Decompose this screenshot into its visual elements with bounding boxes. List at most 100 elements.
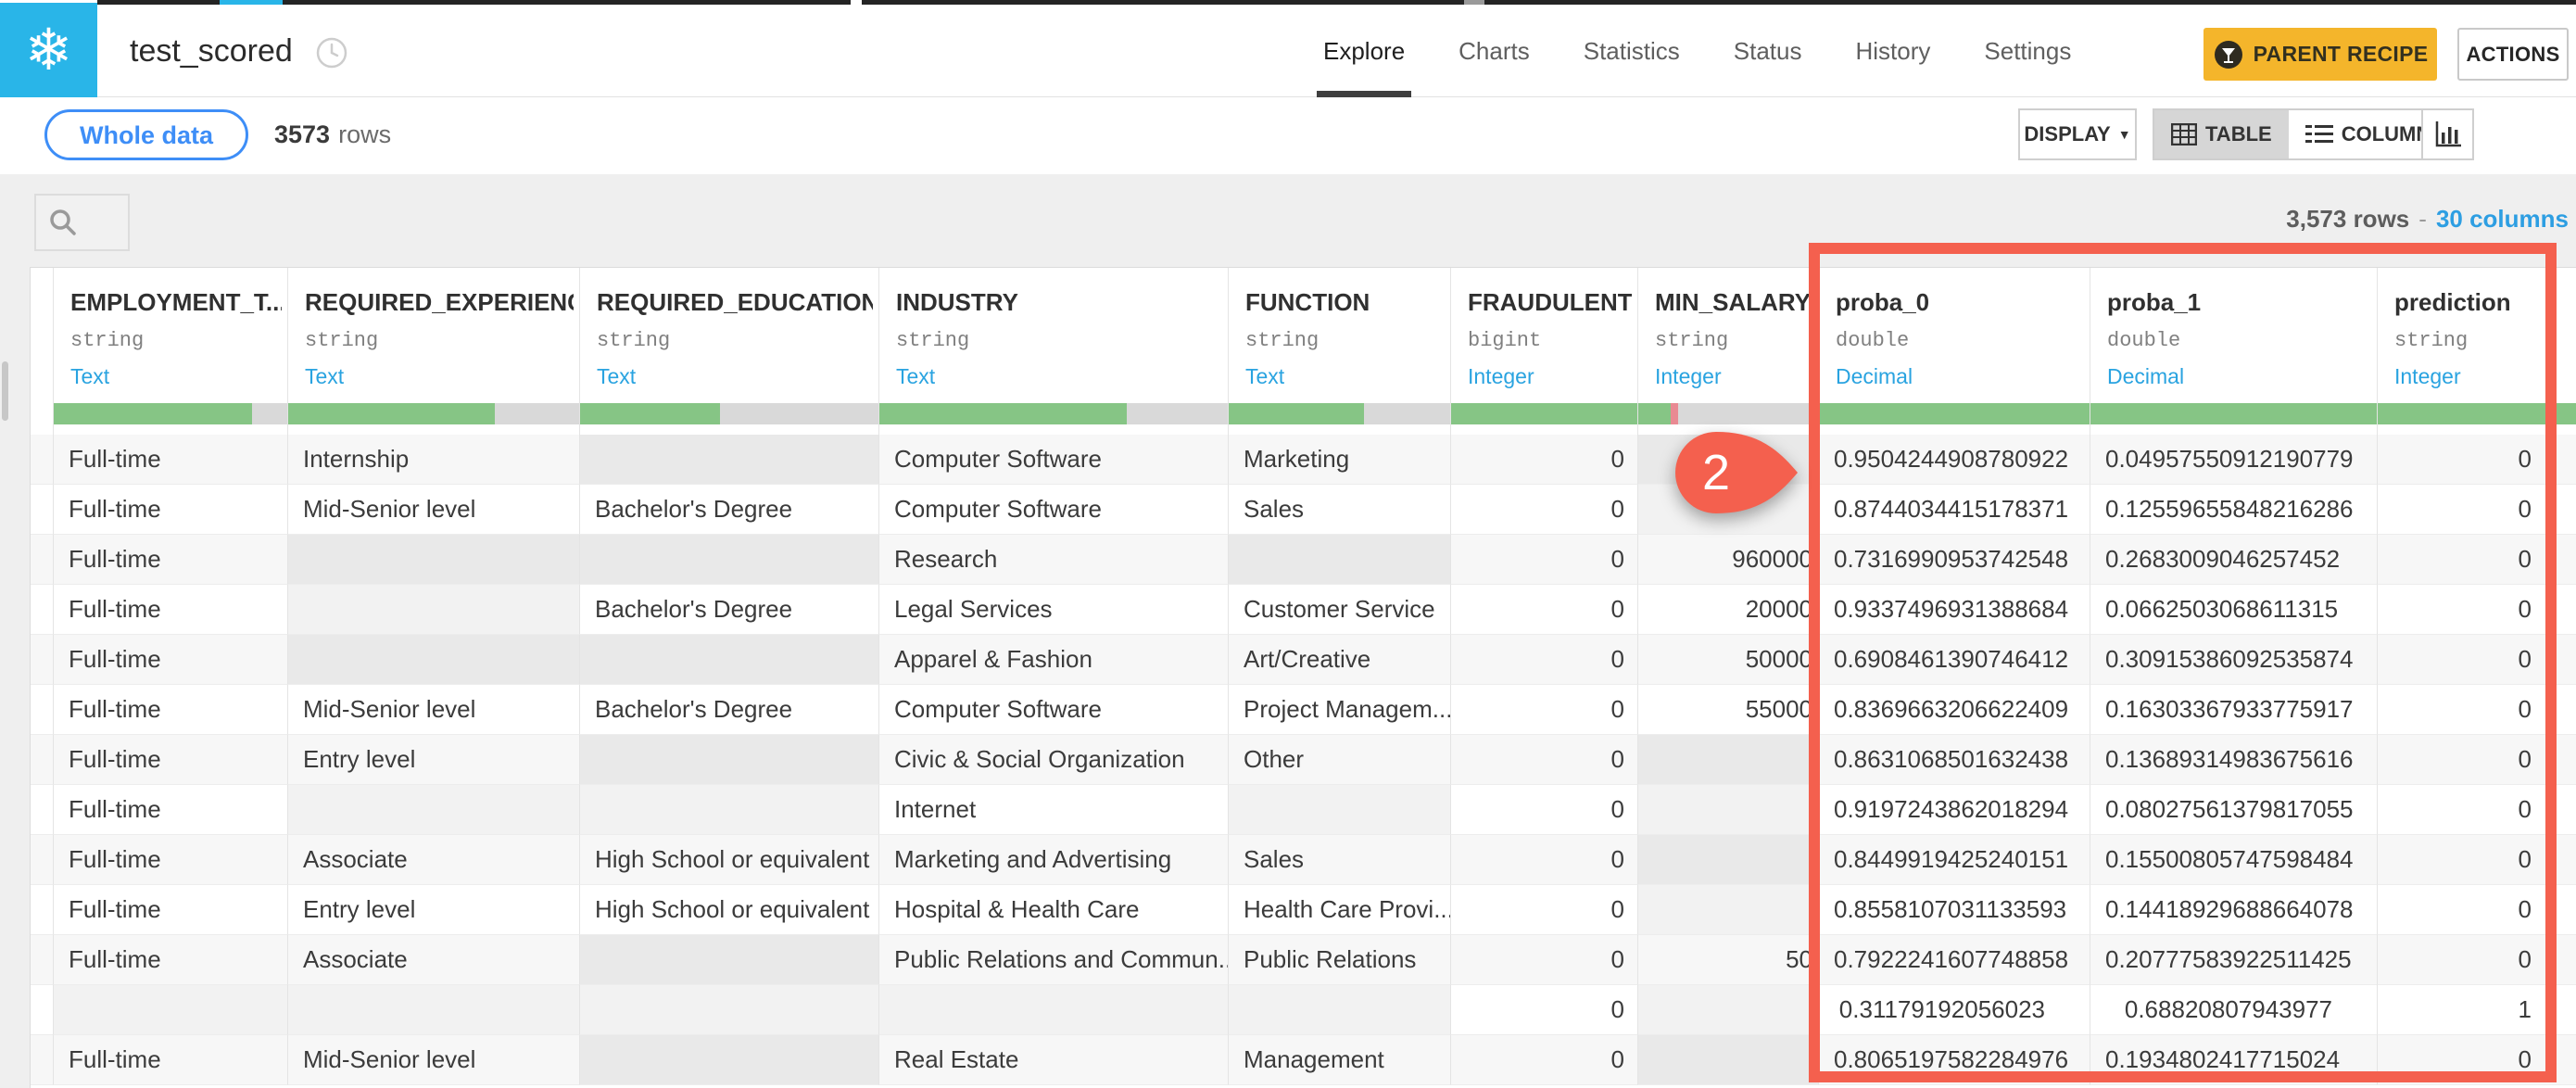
cell[interactable] — [580, 785, 879, 835]
cell[interactable] — [288, 535, 580, 585]
cell[interactable] — [1638, 1035, 1819, 1085]
cell[interactable]: Marketing and Advertising — [879, 835, 1229, 885]
cell[interactable]: 960000 — [1638, 535, 1819, 585]
cell[interactable]: 0.13689314983675616 — [2090, 735, 2378, 785]
cell[interactable]: 0 — [2378, 785, 2576, 835]
cell[interactable] — [580, 735, 879, 785]
tab-status[interactable]: Status — [1734, 5, 1802, 97]
cell[interactable]: 0 — [1451, 485, 1638, 535]
cell[interactable]: 0.14418929688664078 — [2090, 885, 2378, 935]
cell[interactable]: 0.04957550912190779 — [2090, 435, 2378, 485]
cell[interactable] — [879, 985, 1229, 1035]
table-view-button[interactable]: TABLE — [2154, 110, 2289, 158]
column-header-INDUSTRY[interactable]: INDUSTRYstringText — [879, 268, 1229, 435]
column-meaning[interactable]: Text — [896, 364, 935, 389]
cell[interactable]: Internship — [288, 435, 580, 485]
tab-settings[interactable]: Settings — [1984, 5, 2071, 97]
cell[interactable]: 0.9504244908780922 — [1819, 435, 2090, 485]
cell[interactable]: High School or equivalent — [580, 885, 879, 935]
cell[interactable]: Full-time — [54, 635, 288, 685]
cell[interactable] — [288, 785, 580, 835]
cell[interactable]: 0 — [1451, 1035, 1638, 1085]
cell[interactable] — [54, 985, 288, 1035]
cell[interactable] — [1638, 985, 1819, 1035]
sample-selector-pill[interactable]: Whole data — [44, 109, 248, 160]
cell[interactable] — [1638, 785, 1819, 835]
cell[interactable]: 0 — [1451, 785, 1638, 835]
cell[interactable] — [580, 435, 879, 485]
cell[interactable]: 50 — [1638, 935, 1819, 985]
cell[interactable]: Bachelor's Degree — [580, 585, 879, 635]
cell[interactable] — [580, 1035, 879, 1085]
cell[interactable]: 0.2683009046257452 — [2090, 535, 2378, 585]
cell[interactable]: Research — [879, 535, 1229, 585]
column-header-proba_1[interactable]: proba_1doubleDecimal — [2090, 268, 2378, 435]
column-meaning[interactable]: Integer — [2394, 364, 2461, 389]
cell[interactable]: 0 — [2378, 735, 2576, 785]
cell[interactable]: 55000 — [1638, 685, 1819, 735]
tab-charts[interactable]: Charts — [1458, 5, 1530, 97]
cell[interactable]: Bachelor's Degree — [580, 485, 879, 535]
cell[interactable]: Full-time — [54, 535, 288, 585]
cell[interactable]: Associate — [288, 935, 580, 985]
cell[interactable] — [1638, 735, 1819, 785]
cell[interactable]: 0.31179192056023 — [1819, 985, 2090, 1035]
cell[interactable]: 0 — [1451, 985, 1638, 1035]
cell[interactable]: 0.15500805747598484 — [2090, 835, 2378, 885]
actions-button[interactable]: ACTIONS — [2457, 28, 2569, 81]
cell[interactable]: Mid-Senior level — [288, 485, 580, 535]
cell[interactable]: Sales — [1229, 835, 1451, 885]
cell[interactable]: Entry level — [288, 885, 580, 935]
cell[interactable]: 0 — [2378, 635, 2576, 685]
cell[interactable]: Civic & Social Organization — [879, 735, 1229, 785]
cell[interactable]: 0 — [1451, 635, 1638, 685]
cell[interactable]: Computer Software — [879, 685, 1229, 735]
cell[interactable] — [288, 985, 580, 1035]
cell[interactable]: 0.8065197582284976 — [1819, 1035, 2090, 1085]
cell[interactable]: 0.1934802417715024 — [2090, 1035, 2378, 1085]
cell[interactable]: Marketing — [1229, 435, 1451, 485]
cell[interactable] — [1638, 835, 1819, 885]
cell[interactable]: Full-time — [54, 435, 288, 485]
parent-recipe-button[interactable]: PARENT RECIPE — [2203, 28, 2437, 81]
cell[interactable]: 0.8558107031133593 — [1819, 885, 2090, 935]
cell[interactable]: 0.9337496931388684 — [1819, 585, 2090, 635]
column-header-FRAUDULENT[interactable]: FRAUDULENTbigintInteger — [1451, 268, 1638, 435]
cell[interactable]: 0.8369663206622409 — [1819, 685, 2090, 735]
cell[interactable]: 0.16303367933775917 — [2090, 685, 2378, 735]
cell[interactable]: Customer Service — [1229, 585, 1451, 635]
column-meaning[interactable]: Text — [70, 364, 109, 389]
total-columns-link[interactable]: 30 columns — [2436, 205, 2569, 233]
column-meaning[interactable]: Integer — [1655, 364, 1722, 389]
cell[interactable]: Full-time — [54, 1035, 288, 1085]
cell[interactable]: Full-time — [54, 735, 288, 785]
cell[interactable] — [288, 585, 580, 635]
cell[interactable]: Health Care Provi... — [1229, 885, 1451, 935]
cell[interactable]: 0 — [1451, 535, 1638, 585]
column-header-prediction[interactable]: predictionstringInteger — [2378, 268, 2576, 435]
cell[interactable]: 20000 — [1638, 585, 1819, 635]
vertical-scrollbar[interactable] — [2, 361, 8, 421]
cell[interactable] — [1229, 535, 1451, 585]
cell[interactable] — [580, 535, 879, 585]
cell[interactable]: Public Relations and Commun... — [879, 935, 1229, 985]
search-input[interactable] — [78, 209, 126, 235]
cell[interactable]: High School or equivalent — [580, 835, 879, 885]
tab-statistics[interactable]: Statistics — [1584, 5, 1680, 97]
cell[interactable]: 0.30915386092535874 — [2090, 635, 2378, 685]
cell[interactable]: Full-time — [54, 785, 288, 835]
cell[interactable]: Apparel & Fashion — [879, 635, 1229, 685]
cell[interactable]: 0 — [1451, 735, 1638, 785]
column-header-MIN_SALARY[interactable]: MIN_SALARYstringInteger — [1638, 268, 1819, 435]
cell[interactable]: Computer Software — [879, 435, 1229, 485]
cell[interactable]: Sales — [1229, 485, 1451, 535]
cell[interactable]: Project Managem... — [1229, 685, 1451, 735]
cell[interactable]: 0 — [2378, 885, 2576, 935]
cell[interactable]: 0.20777583922511425 — [2090, 935, 2378, 985]
cell[interactable]: Legal Services — [879, 585, 1229, 635]
cell[interactable]: Mid-Senior level — [288, 685, 580, 735]
cell[interactable]: 0 — [1451, 935, 1638, 985]
cell[interactable]: Full-time — [54, 885, 288, 935]
column-meaning[interactable]: Text — [597, 364, 636, 389]
cell[interactable]: Full-time — [54, 485, 288, 535]
